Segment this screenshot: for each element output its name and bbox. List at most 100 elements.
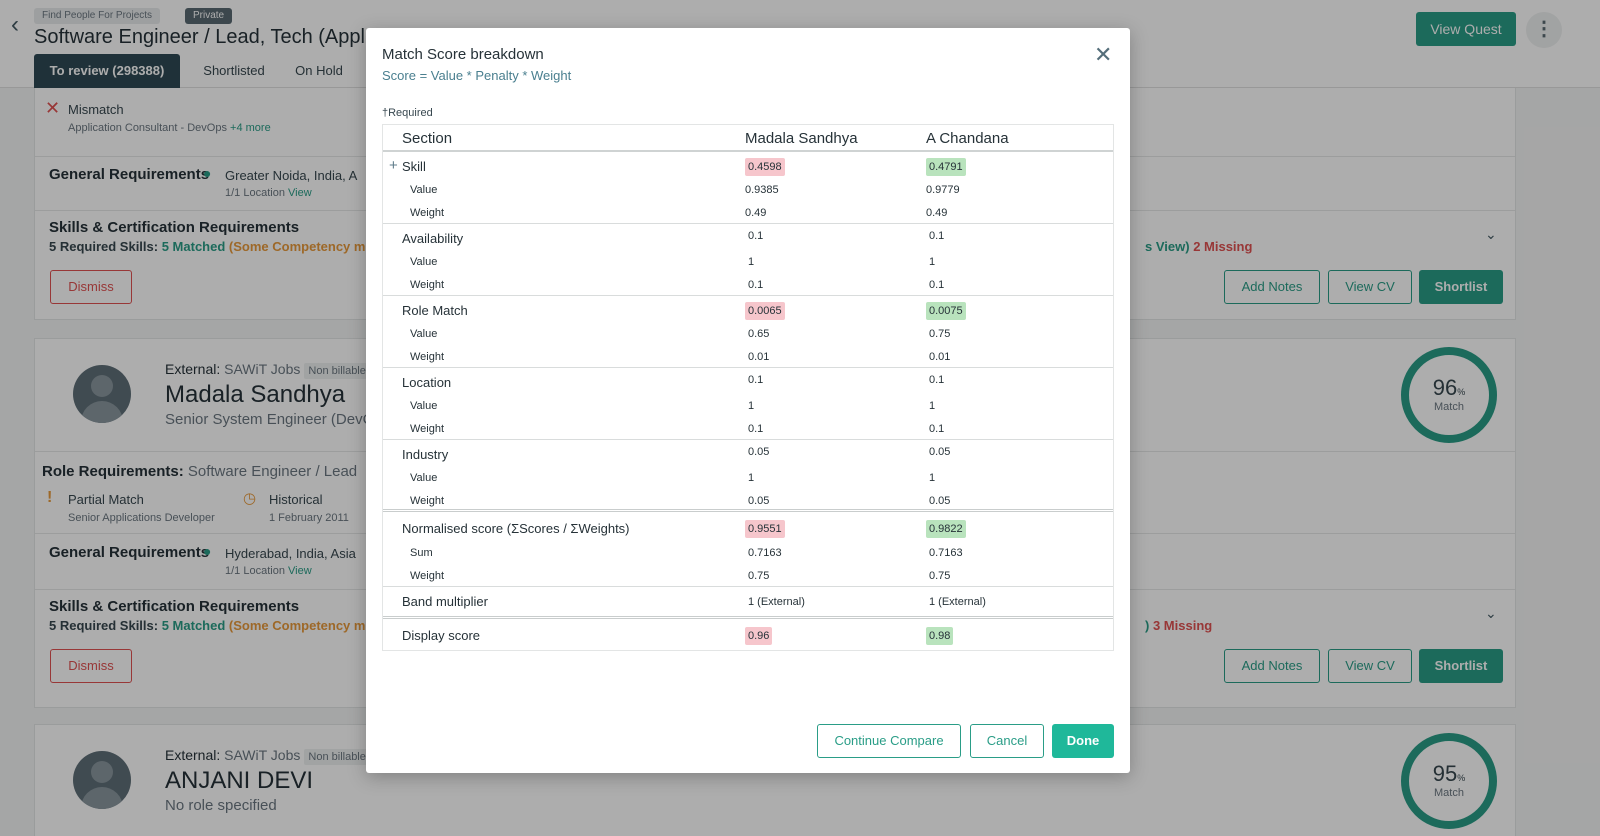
required-skills-summary: 5 Required Skills: 5 Matched (Some Compe… <box>49 618 366 633</box>
value-a: 0.65 <box>748 328 770 340</box>
weight-b: 0.05 <box>929 495 951 507</box>
back-arrow-icon[interactable]: ‹ <box>11 11 19 38</box>
score-b-industry: 0.05 <box>929 446 951 458</box>
table-row: Value 0.65 0.75 <box>383 322 1113 345</box>
table-row: Role Match 0.0065 0.0075 <box>383 296 1113 322</box>
table-header: Section Madala Sandhya A Chandana <box>383 125 1113 152</box>
weight-b: 0.1 <box>929 279 945 291</box>
band-a: 1 (External) <box>748 596 805 608</box>
external-source: External: SAWiT Jobs Non billable <box>165 747 370 765</box>
location-text: Greater Noida, India, A <box>225 168 358 183</box>
weight-b: 0.49 <box>926 207 948 219</box>
tab-to-review[interactable]: To review (298388) <box>34 54 180 88</box>
weight-a: 0.01 <box>748 351 770 363</box>
score-a-normalised: 0.9551 <box>745 520 785 538</box>
missing-skills-summary: s View) 2 Missing <box>1145 239 1253 254</box>
find-people-chip: Find People For Projects <box>34 8 161 24</box>
table-row: Value 1 1 <box>383 394 1113 417</box>
tab-shortlisted[interactable]: Shortlisted <box>203 63 265 78</box>
table-row: Band multiplier 1 (External) 1 (External… <box>383 587 1113 619</box>
table-row: Weight 0.1 0.1 <box>383 273 1113 296</box>
table-row: Location 0.1 0.1 <box>383 368 1113 394</box>
avatar <box>73 365 131 423</box>
row-label-skill: Skill <box>402 159 426 174</box>
score-b-location: 0.1 <box>929 374 945 386</box>
shortlist-button[interactable]: Shortlist <box>1419 270 1503 304</box>
score-b-availability: 0.1 <box>929 230 945 242</box>
skills-requirements-label: Skills & Certification Requirements <box>49 219 300 236</box>
value-b: 0.75 <box>929 328 951 340</box>
mismatch-x-icon: ✕ <box>45 98 61 118</box>
weight-a: 0.75 <box>748 570 770 582</box>
value-a: 1 <box>748 400 755 412</box>
candidate-name[interactable]: Madala Sandhya <box>165 381 346 408</box>
display-score-b: 0.98 <box>926 627 954 645</box>
value-b: 1 <box>929 400 936 412</box>
sub-label-weight: Weight <box>410 279 445 291</box>
shortlist-button[interactable]: Shortlist <box>1419 649 1503 683</box>
clock-icon: ◷ <box>243 490 257 507</box>
close-icon[interactable]: ✕ <box>1094 42 1113 67</box>
row-label-availability: Availability <box>402 231 464 246</box>
display-score-a: 0.96 <box>745 627 773 645</box>
billable-badge: Non billable <box>304 749 370 765</box>
row-label-display-score: Display score <box>402 628 481 643</box>
weight-a: 0.1 <box>748 279 764 291</box>
weight-a: 0.1 <box>748 423 764 435</box>
billable-badge: Non billable <box>304 363 370 379</box>
value-b: 1 <box>929 256 936 268</box>
external-source: External: SAWiT Jobs Non billable <box>165 361 370 379</box>
table-row: Sum 0.7163 0.7163 <box>383 541 1113 564</box>
done-button[interactable]: Done <box>1052 724 1114 758</box>
table-row: + Skill 0.4598 0.4791 <box>383 152 1113 178</box>
view-cv-button[interactable]: View CV <box>1328 649 1412 683</box>
table-row: Weight 0.1 0.1 <box>383 417 1113 440</box>
more-options-icon[interactable]: ⋮ <box>1526 12 1562 48</box>
chevron-down-icon[interactable]: ⌄ <box>1485 226 1497 242</box>
chevron-down-icon[interactable]: ⌄ <box>1485 605 1497 621</box>
table-row: Weight 0.75 0.75 <box>383 564 1113 587</box>
historical-date: 1 February 2011 <box>269 512 349 524</box>
view-cv-button[interactable]: View CV <box>1328 270 1412 304</box>
partial-match-detail: Senior Applications Developer <box>68 512 215 524</box>
sum-a: 0.7163 <box>748 547 782 559</box>
match-label: Match <box>1434 787 1464 799</box>
dismiss-button[interactable]: Dismiss <box>50 270 132 304</box>
missing-skills-summary: ) 3 Missing <box>1145 618 1213 633</box>
weight-a: 0.49 <box>745 207 767 219</box>
match-score-ring: 96% Match <box>1401 347 1497 443</box>
candidate-name[interactable]: ANJANI DEVI <box>165 767 314 794</box>
warning-icon: ! <box>47 489 53 506</box>
continue-compare-button[interactable]: Continue Compare <box>817 724 961 758</box>
column-header-section: Section <box>402 130 453 147</box>
required-note: †Required <box>382 107 433 119</box>
location-view-link[interactable]: View <box>288 565 312 577</box>
location-view-link[interactable]: View <box>288 187 312 199</box>
add-notes-button[interactable]: Add Notes <box>1224 270 1320 304</box>
dismiss-button[interactable]: Dismiss <box>50 649 132 683</box>
weight-b: 0.1 <box>929 423 945 435</box>
historical-label: Historical <box>269 492 323 507</box>
cancel-button[interactable]: Cancel <box>970 724 1044 758</box>
role-requirements-label: Role Requirements: Software Engineer / L… <box>42 463 358 480</box>
sub-label-value: Value <box>410 256 438 268</box>
row-label-industry: Industry <box>402 447 449 462</box>
tab-on-hold[interactable]: On Hold <box>295 63 343 78</box>
view-quest-button[interactable]: View Quest <box>1416 12 1516 46</box>
value-b: 0.9779 <box>926 184 960 196</box>
table-row: Industry 0.05 0.05 <box>383 440 1113 466</box>
score-a-skill: 0.4598 <box>745 158 785 176</box>
sum-b: 0.7163 <box>929 547 963 559</box>
sub-label-value: Value <box>410 472 438 484</box>
band-b: 1 (External) <box>929 596 986 608</box>
score-a-industry: 0.05 <box>748 446 770 458</box>
value-a: 1 <box>748 472 755 484</box>
row-label-location: Location <box>402 375 452 390</box>
weight-b: 0.75 <box>929 570 951 582</box>
score-a-location: 0.1 <box>748 374 764 386</box>
modal-formula: Score = Value * Penalty * Weight <box>382 68 572 83</box>
more-link[interactable]: +4 more <box>230 122 271 134</box>
skills-requirements-label: Skills & Certification Requirements <box>49 598 300 615</box>
value-a: 1 <box>748 256 755 268</box>
add-notes-button[interactable]: Add Notes <box>1224 649 1320 683</box>
